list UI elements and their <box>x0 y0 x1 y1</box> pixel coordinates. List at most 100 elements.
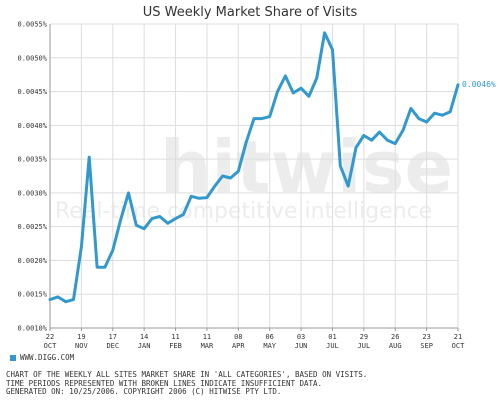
data-point <box>96 266 98 268</box>
data-point <box>402 129 404 131</box>
data-point <box>284 75 286 77</box>
hitwise-watermark: hitwise Real-time competitive intelligen… <box>55 125 453 224</box>
data-point <box>206 197 208 199</box>
x-tick-day: 29 <box>360 333 368 341</box>
data-point <box>135 224 137 226</box>
y-tick-label: 0.0035% <box>17 156 47 164</box>
chart-footnote: CHART OF THE WEEKLY ALL SITES MARKET SHA… <box>6 370 494 397</box>
x-tick-day: 06 <box>265 333 273 341</box>
data-point <box>88 156 90 158</box>
x-tick-month: AUG <box>389 342 402 350</box>
legend-label: WWW.DIGG.COM <box>20 353 75 362</box>
data-point <box>457 84 459 86</box>
x-tick-day: 19 <box>77 333 85 341</box>
data-point <box>269 116 271 118</box>
x-tick-month: MAR <box>201 342 214 350</box>
data-point <box>394 143 396 145</box>
x-tick-month: DEC <box>106 342 119 350</box>
x-tick-day: 11 <box>203 333 211 341</box>
data-point <box>182 213 184 216</box>
y-tick-label: 0.0045% <box>17 88 47 96</box>
data-point <box>371 139 373 141</box>
data-point <box>331 49 334 51</box>
x-tick-day: 21 <box>454 333 462 341</box>
x-tick-month: JUN <box>295 342 308 350</box>
x-tick-day: 08 <box>234 333 242 341</box>
data-point <box>190 195 192 197</box>
data-point <box>49 299 51 301</box>
data-point <box>214 185 216 187</box>
data-point <box>339 165 341 167</box>
x-tick-month: OCT <box>452 342 465 350</box>
data-point <box>57 296 59 298</box>
data-point <box>222 175 224 177</box>
y-tick-label: 0.0010% <box>17 325 47 333</box>
data-point <box>261 118 263 120</box>
x-tick-day: 01 <box>328 333 336 341</box>
data-point <box>104 266 106 268</box>
data-point <box>292 92 294 94</box>
y-tick-label: 0.0030% <box>17 189 47 197</box>
y-tick-label: 0.0055% <box>17 21 47 29</box>
data-point <box>167 222 169 224</box>
data-point <box>316 77 318 79</box>
x-tick-day: 11 <box>171 333 179 341</box>
data-point <box>355 147 357 149</box>
footnote-line-1: CHART OF THE WEEKLY ALL SITES MARKET SHA… <box>6 370 368 379</box>
data-point <box>386 139 388 141</box>
series-layer: 0.0046% <box>48 31 496 304</box>
x-tick-month: OCT <box>44 342 57 350</box>
data-point <box>237 170 239 172</box>
data-point <box>72 299 75 301</box>
x-axis-ticks: 22OCT19NOV17DEC14JAN11FEB11MAR08APR06MAY… <box>44 333 465 350</box>
footnote-line-3: GENERATED ON: 10/25/2006. COPYRIGHT 2006… <box>6 387 282 397</box>
legend: WWW.DIGG.COM <box>10 353 74 362</box>
x-tick-month: APR <box>232 342 245 350</box>
data-point <box>120 219 122 221</box>
data-point <box>426 121 428 123</box>
data-point <box>112 249 114 251</box>
chart-title: US Weekly Market Share of Visits <box>143 5 358 20</box>
x-tick-day: 14 <box>140 333 148 341</box>
data-point <box>300 87 302 89</box>
data-point <box>449 111 451 113</box>
data-point <box>65 301 67 303</box>
footnote-line-2: TIME PERIODS REPRESENTED WITH BROKEN LIN… <box>6 378 323 388</box>
data-point <box>174 218 177 220</box>
data-point <box>143 228 145 230</box>
x-tick-day: 03 <box>297 333 305 341</box>
data-point <box>198 197 200 199</box>
data-point <box>80 246 82 248</box>
y-tick-label: 0.0015% <box>17 291 47 299</box>
data-point <box>410 107 412 109</box>
x-tick-month: SEP <box>420 342 433 350</box>
data-point <box>151 218 153 220</box>
x-tick-day: 26 <box>391 333 399 341</box>
x-tick-day: 23 <box>422 333 430 341</box>
y-tick-label: 0.0050% <box>17 54 47 62</box>
data-point <box>229 177 232 179</box>
x-tick-day: 22 <box>46 333 54 341</box>
x-tick-month: JAN <box>138 342 151 350</box>
data-point <box>308 95 310 97</box>
data-point <box>245 141 247 143</box>
end-value-label: 0.0046% <box>462 80 496 89</box>
legend-swatch <box>10 354 16 361</box>
x-tick-month: JUL <box>326 342 339 350</box>
data-point <box>127 192 130 194</box>
x-tick-month: MAY <box>263 342 276 350</box>
data-point <box>324 32 326 34</box>
data-point <box>441 114 443 116</box>
y-tick-label: 0.0020% <box>17 257 47 265</box>
x-tick-month: JUL <box>358 342 371 350</box>
x-tick-day: 17 <box>109 333 117 341</box>
data-point <box>418 118 420 120</box>
data-point <box>159 215 161 218</box>
y-tick-label: 0.0040% <box>17 122 47 130</box>
x-tick-month: FEB <box>169 342 182 350</box>
watermark-tagline: Real-time competitive intelligence <box>55 199 432 224</box>
data-point <box>347 185 349 187</box>
x-tick-month: NOV <box>75 342 88 350</box>
